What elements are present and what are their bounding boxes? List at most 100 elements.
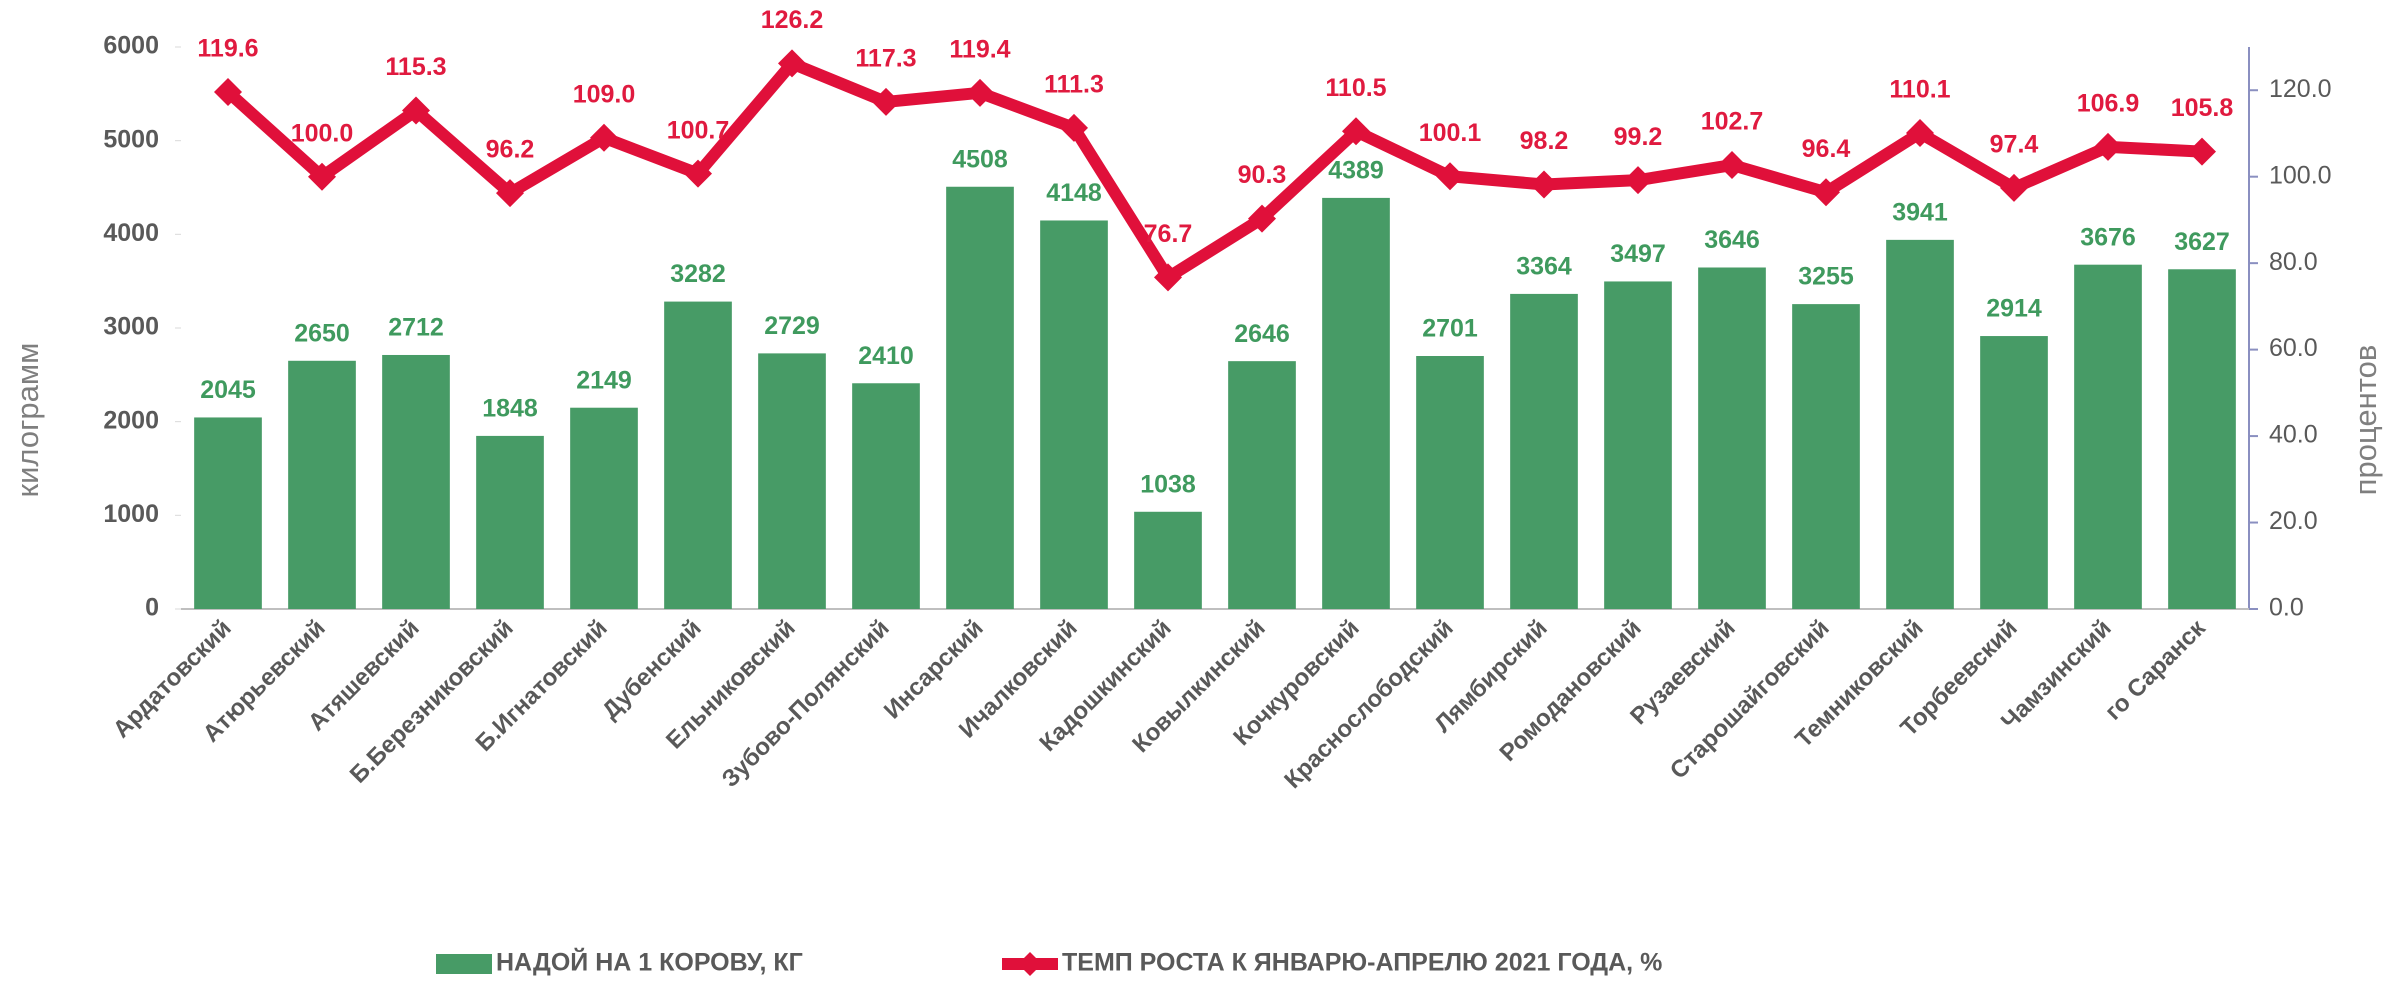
bar bbox=[946, 186, 1014, 609]
y2-tick-label: 20.0 bbox=[2269, 507, 2318, 535]
y2-tick-label: 60.0 bbox=[2269, 334, 2318, 362]
y2-axis-label: процентов bbox=[2348, 345, 2383, 496]
line-marker bbox=[1718, 151, 1746, 180]
bar-value-label: 3364 bbox=[1516, 253, 1572, 281]
bar-value-label: 4148 bbox=[1046, 179, 1102, 207]
line-value-label: 115.3 bbox=[385, 53, 446, 81]
line-value-label: 110.1 bbox=[1889, 76, 1950, 104]
x-tick-label: Краснослободский bbox=[1279, 615, 1458, 794]
line-marker bbox=[1154, 263, 1182, 292]
line-value-label: 90.3 bbox=[1238, 161, 1287, 189]
line-marker bbox=[1436, 162, 1464, 191]
y2-tick-label: 40.0 bbox=[2269, 421, 2318, 449]
line-marker bbox=[308, 162, 336, 191]
line-marker bbox=[2000, 173, 2028, 202]
bar-value-label: 4389 bbox=[1328, 157, 1384, 185]
bar-value-label: 2646 bbox=[1234, 320, 1290, 348]
bar bbox=[1792, 304, 1860, 609]
y-tick-label: 2000 bbox=[103, 406, 159, 434]
line-marker bbox=[966, 78, 994, 107]
line-marker bbox=[778, 49, 806, 78]
bar bbox=[382, 354, 450, 609]
bar-value-label: 2712 bbox=[388, 314, 444, 342]
y-tick-label: 5000 bbox=[103, 125, 159, 153]
line-value-label: 98.2 bbox=[1520, 127, 1569, 155]
line-value-label: 106.9 bbox=[2077, 89, 2140, 117]
bar bbox=[1886, 239, 1954, 609]
bar-value-label: 3646 bbox=[1704, 226, 1760, 254]
line-marker bbox=[214, 77, 242, 106]
line-marker bbox=[496, 179, 524, 208]
bar bbox=[194, 417, 262, 609]
bar bbox=[1228, 361, 1296, 609]
y-tick-label: 0 bbox=[145, 594, 159, 622]
line-value-label: 96.2 bbox=[486, 136, 535, 164]
bar-value-label: 2650 bbox=[294, 319, 350, 347]
line-marker bbox=[1812, 178, 1840, 207]
line-value-label: 119.4 bbox=[949, 35, 1010, 63]
bar-value-label: 2729 bbox=[764, 312, 820, 340]
y2-tick-label: 80.0 bbox=[2269, 248, 2318, 276]
line-marker bbox=[1906, 119, 1934, 148]
line-marker bbox=[872, 87, 900, 116]
line-value-label: 76.7 bbox=[1144, 220, 1193, 248]
bar bbox=[2074, 264, 2142, 609]
line-value-label: 102.7 bbox=[1701, 108, 1764, 136]
bar bbox=[1510, 293, 1578, 609]
bar-value-label: 3255 bbox=[1798, 263, 1854, 291]
line-marker bbox=[402, 96, 430, 125]
bar bbox=[852, 383, 920, 609]
line-marker bbox=[590, 123, 618, 152]
bar-value-label: 2701 bbox=[1422, 315, 1478, 343]
bar bbox=[1604, 281, 1672, 609]
line-marker bbox=[684, 159, 712, 188]
line-value-label: 117.3 bbox=[855, 45, 916, 73]
bar bbox=[570, 407, 638, 609]
y2-tick-label: 0.0 bbox=[2269, 594, 2304, 622]
bar bbox=[1980, 336, 2048, 609]
line-value-label: 97.4 bbox=[1990, 131, 2039, 159]
line-value-label: 109.0 bbox=[573, 80, 636, 108]
bar bbox=[288, 360, 356, 609]
line-value-label: 111.3 bbox=[1044, 70, 1104, 98]
line-value-label: 100.1 bbox=[1419, 119, 1482, 147]
y2-tick-label: 120.0 bbox=[2269, 75, 2332, 103]
line-marker bbox=[2188, 137, 2216, 166]
bar bbox=[1416, 356, 1484, 609]
line-value-label: 96.4 bbox=[1802, 135, 1851, 163]
y-tick-label: 3000 bbox=[103, 313, 159, 341]
line-value-label: 119.6 bbox=[197, 35, 258, 63]
bar-value-label: 3676 bbox=[2080, 223, 2136, 251]
legend-label: ТЕМП РОСТА К ЯНВАРЮ-АПРЕЛЮ 2021 ГОДА, % bbox=[1062, 949, 1662, 977]
bar-value-label: 4508 bbox=[952, 145, 1008, 173]
y-tick-label: 4000 bbox=[103, 219, 159, 247]
line-value-label: 100.0 bbox=[291, 119, 354, 147]
x-tick-label: Б.Березниковский bbox=[345, 615, 519, 789]
bar bbox=[664, 301, 732, 609]
line-value-label: 100.7 bbox=[667, 116, 730, 144]
bar-value-label: 3941 bbox=[1892, 198, 1948, 226]
legend-label: НАДОЙ НА 1 КОРОВУ, КГ bbox=[496, 947, 803, 977]
y-tick-label: 6000 bbox=[103, 32, 159, 60]
y2-tick-label: 100.0 bbox=[2269, 161, 2332, 189]
line-value-label: 99.2 bbox=[1614, 123, 1663, 151]
x-tick-label: Зубово-Полянский bbox=[717, 615, 895, 793]
line-value-label: 105.8 bbox=[2171, 94, 2234, 122]
bar-value-label: 2045 bbox=[200, 376, 256, 404]
x-tick-label: го Саранск bbox=[2100, 614, 2212, 726]
bar-value-label: 2914 bbox=[1986, 295, 2042, 323]
bar bbox=[2168, 269, 2236, 609]
line-value-label: 126.2 bbox=[761, 6, 824, 34]
bar bbox=[758, 353, 826, 609]
x-tick-label: Старошайговский bbox=[1665, 615, 1835, 785]
line-value-label: 110.5 bbox=[1325, 74, 1386, 102]
bar-value-label: 3497 bbox=[1610, 240, 1666, 268]
bar bbox=[476, 435, 544, 609]
line bbox=[223, 57, 2203, 284]
line-marker bbox=[1342, 117, 1370, 146]
line-marker bbox=[1248, 204, 1276, 233]
bar-value-label: 3627 bbox=[2174, 228, 2230, 256]
bar-value-label: 3282 bbox=[670, 260, 726, 288]
bar-value-label: 1848 bbox=[482, 395, 538, 423]
